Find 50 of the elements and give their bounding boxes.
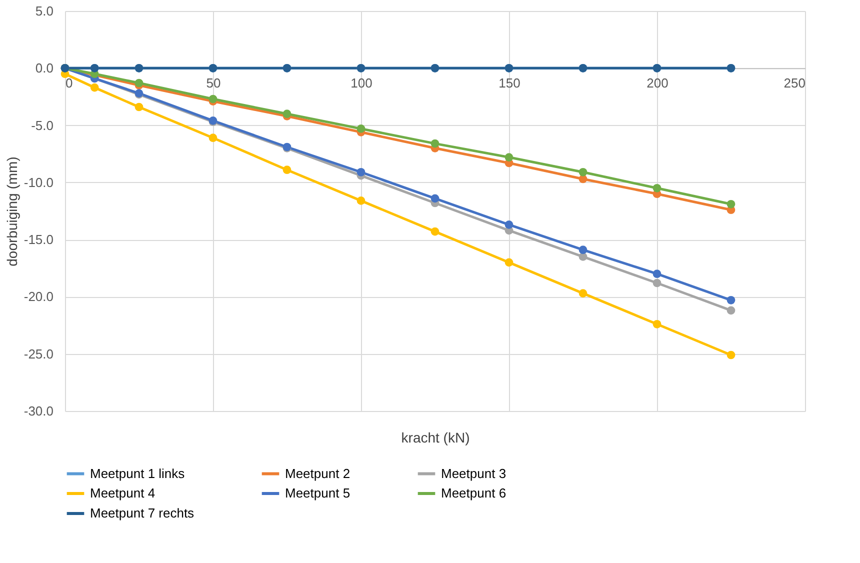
point (652, 270, 662, 278)
point (356, 124, 366, 133)
legend-label: Meetpunt 2 (285, 466, 350, 481)
legend-label: Meetpunt 1 links (90, 466, 186, 481)
y-axis-title: doorbuiging (mm) (4, 156, 20, 266)
y-tick-label: -15.0 (24, 232, 54, 248)
point (652, 184, 662, 192)
point (726, 306, 736, 315)
x-tick-label: 150 (498, 76, 520, 91)
point (430, 139, 440, 148)
point (578, 246, 588, 254)
y-tick-label: -20.0 (24, 289, 54, 304)
point (430, 227, 440, 236)
x-tick-label: 100 (350, 76, 372, 91)
point (726, 200, 736, 208)
legend-label: Meetpunt 7 rechts (90, 506, 195, 520)
point (578, 168, 588, 176)
legend-label: Meetpunt 4 (90, 486, 156, 500)
legend-label: Meetpunt 3 (441, 466, 506, 481)
point (134, 78, 144, 88)
point (134, 102, 144, 112)
y-tick-label: 0.0 (35, 60, 54, 76)
x-axis-title: kracht (kN) (401, 430, 470, 446)
point (652, 278, 662, 288)
y-tick-label: -25.0 (24, 346, 54, 362)
point (90, 83, 99, 92)
y-tick-label: 5.0 (35, 4, 54, 18)
point (652, 320, 662, 328)
point (208, 94, 218, 104)
point (578, 289, 588, 298)
point (430, 194, 440, 203)
point (726, 350, 736, 360)
legend-label: Meetpunt 6 (441, 486, 506, 500)
point (356, 168, 366, 176)
x-tick-label: 250 (784, 76, 806, 91)
y-tick-label: -10.0 (24, 174, 54, 190)
x-tick-label: 50 (206, 76, 221, 91)
x-tick-label: 0 (66, 76, 73, 91)
legend-label: Meetpunt 5 (285, 486, 350, 500)
point (504, 153, 514, 162)
point (282, 166, 292, 174)
x-tick-label: 200 (646, 76, 668, 91)
point (504, 220, 514, 229)
point (504, 258, 514, 267)
y-tick-label: -30.0 (24, 404, 54, 418)
point (726, 296, 736, 304)
point (356, 196, 366, 205)
point (578, 174, 588, 184)
point (208, 134, 218, 142)
y-tick-label: -5.0 (31, 118, 54, 133)
